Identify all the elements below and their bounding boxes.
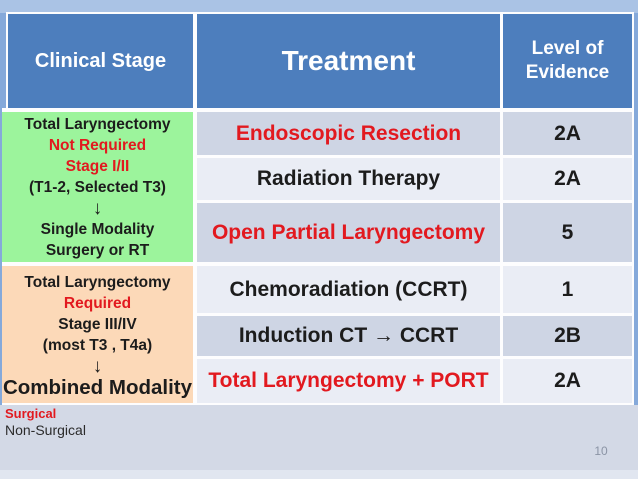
treatment-cell-total-laryngectomy-port: Total Laryngectomy + PORT	[197, 359, 500, 403]
stage-line: Total Laryngectomy	[24, 115, 171, 133]
treatment-cell-endoscopic-resection: Endoscopic Resection	[197, 112, 500, 155]
legend-surgical: Surgical	[5, 406, 57, 421]
treatment-cell-induction-ct-ccrt: Induction CT → CCRT	[197, 316, 500, 356]
header-clinical-stage-label: Clinical Stage	[34, 49, 167, 72]
header-level-of-evidence: Level of Evidence	[503, 14, 632, 108]
page-number: 10	[594, 444, 608, 458]
stage-line: Surgery or RT	[45, 241, 150, 259]
stage-cell-early: Total Laryngectomy Not Required Stage I/…	[2, 112, 193, 262]
stage-line: (T1-2, Selected T3)	[29, 178, 166, 196]
legend-non-surgical: Non-Surgical	[5, 422, 86, 438]
header-treatment: Treatment	[197, 14, 500, 108]
down-arrow-icon: ↓	[92, 197, 103, 219]
treatment-cell-chemoradiation: Chemoradiation (CCRT)	[197, 266, 500, 313]
stage-line: Stage III/IV	[58, 315, 137, 333]
stage-line: (most T3 , T4a)	[42, 336, 153, 354]
header-level-line1: Level of	[531, 38, 604, 60]
treatment-cell-open-partial-laryngectomy: Open Partial Laryngectomy	[197, 203, 500, 262]
header-clinical-stage: Clinical Stage	[8, 14, 193, 108]
down-arrow-icon: ↓	[92, 355, 103, 377]
level-cell: 2A	[503, 158, 632, 200]
stage-line: Required	[63, 294, 132, 312]
header-level-line2: Evidence	[525, 62, 610, 83]
level-cell: 2A	[503, 112, 632, 155]
stage-cell-advanced: Total Laryngectomy Required Stage III/IV…	[2, 266, 193, 403]
stage-line: Single Modality	[40, 220, 155, 238]
header-treatment-label: Treatment	[281, 45, 416, 76]
bottom-edge-strip	[0, 470, 638, 479]
stage-line: Total Laryngectomy	[24, 273, 171, 291]
level-cell: 2A	[503, 359, 632, 403]
top-edge-strip	[0, 0, 638, 13]
level-cell: 1	[503, 266, 632, 313]
stage-line: Not Required	[48, 136, 147, 154]
level-cell: 2B	[503, 316, 632, 356]
stage-line: Combined Modality	[2, 375, 193, 399]
stage-line: Stage I/II	[65, 157, 130, 175]
treatment-cell-radiation-therapy: Radiation Therapy	[197, 158, 500, 200]
level-cell: 5	[503, 203, 632, 262]
